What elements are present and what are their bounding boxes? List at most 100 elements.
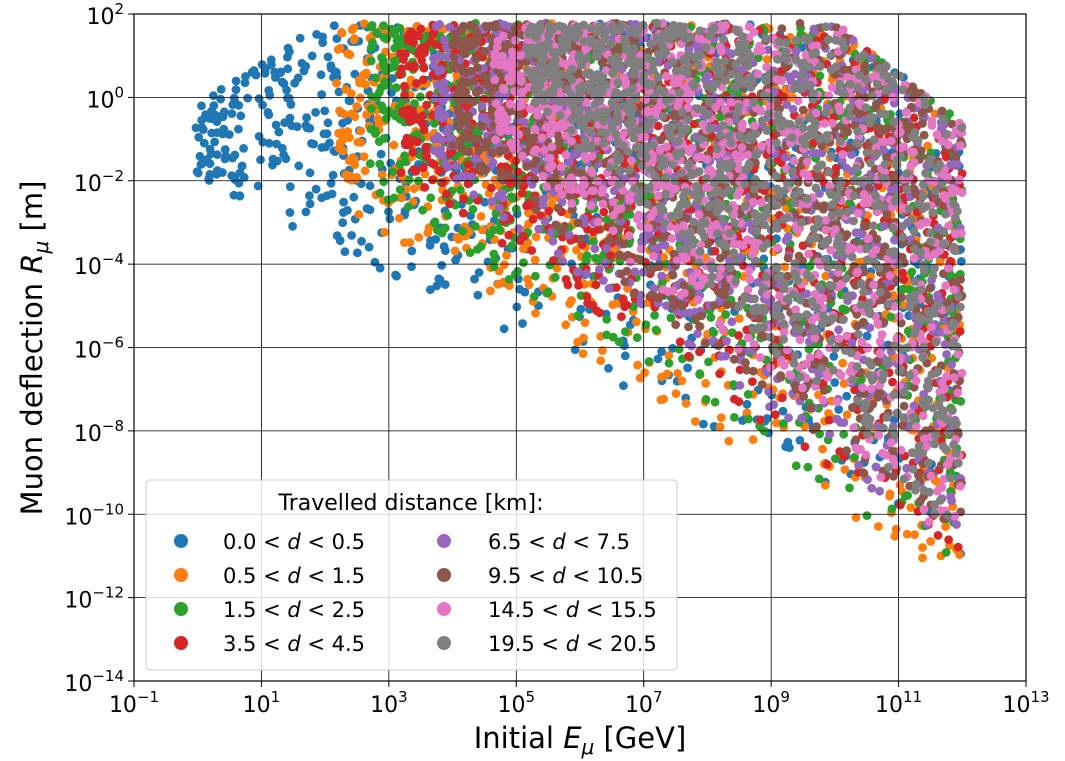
data-point — [668, 302, 678, 312]
data-point — [210, 137, 220, 147]
data-point — [531, 308, 540, 318]
data-point — [564, 230, 574, 240]
data-point — [440, 223, 450, 233]
data-point — [349, 23, 359, 33]
data-point — [239, 144, 249, 153]
data-point — [307, 139, 316, 148]
data-point — [372, 28, 381, 37]
data-point — [283, 64, 293, 74]
data-point — [804, 344, 814, 354]
data-point — [668, 344, 677, 353]
data-point — [486, 286, 495, 296]
data-point — [825, 429, 835, 439]
data-point — [264, 138, 274, 148]
data-point — [366, 43, 376, 53]
data-point — [504, 230, 514, 240]
data-point — [418, 205, 428, 215]
data-point — [800, 442, 810, 452]
data-point — [632, 333, 642, 343]
data-point — [431, 22, 441, 31]
data-point — [337, 28, 347, 38]
data-point — [602, 330, 611, 340]
data-point — [865, 323, 875, 333]
data-point — [788, 104, 798, 114]
data-point — [194, 132, 204, 142]
data-point — [867, 483, 877, 493]
data-point — [842, 391, 852, 401]
data-point — [952, 520, 961, 529]
data-point — [288, 221, 297, 231]
data-point — [715, 369, 724, 379]
data-point — [230, 97, 240, 107]
data-point — [418, 75, 428, 85]
data-point — [374, 119, 384, 129]
data-point — [934, 197, 943, 207]
data-point — [818, 444, 827, 454]
data-point — [465, 248, 475, 257]
data-point — [354, 210, 364, 219]
data-point — [815, 429, 824, 439]
data-point — [899, 284, 909, 294]
data-point — [802, 289, 812, 299]
data-point — [790, 69, 800, 79]
data-point — [209, 101, 219, 110]
data-point — [640, 368, 650, 378]
data-point — [515, 284, 525, 294]
data-point — [854, 460, 863, 470]
data-point — [452, 232, 462, 242]
data-point — [547, 199, 557, 209]
data-point — [519, 231, 528, 241]
data-point — [438, 114, 447, 123]
data-point — [791, 461, 801, 471]
data-point — [876, 281, 886, 290]
data-point — [715, 112, 725, 122]
data-point — [902, 529, 912, 539]
data-point — [862, 331, 872, 341]
data-point — [602, 315, 612, 324]
data-point — [520, 118, 530, 127]
data-point — [376, 83, 386, 92]
data-point — [501, 162, 511, 172]
data-point — [638, 267, 648, 277]
data-point — [842, 410, 852, 420]
data-point — [953, 312, 963, 322]
data-point — [614, 236, 624, 246]
data-point — [209, 109, 219, 119]
data-point — [783, 232, 793, 241]
data-point — [918, 119, 927, 128]
data-point — [231, 85, 241, 94]
data-point — [770, 410, 780, 420]
data-point — [240, 78, 250, 88]
data-point — [429, 53, 438, 63]
data-point — [906, 503, 916, 512]
data-point — [276, 67, 286, 77]
data-point — [660, 240, 670, 250]
data-point — [487, 197, 497, 206]
data-point — [330, 67, 340, 77]
data-point — [909, 113, 919, 123]
data-point — [674, 344, 684, 354]
data-point — [523, 274, 532, 284]
data-point — [438, 86, 448, 96]
data-point — [863, 475, 872, 484]
data-point — [850, 452, 860, 462]
data-point — [344, 96, 354, 105]
data-point — [302, 123, 312, 133]
data-point — [375, 263, 385, 273]
data-point — [819, 40, 828, 50]
data-point — [630, 267, 640, 277]
data-point — [809, 24, 819, 34]
data-point — [779, 419, 788, 428]
data-point — [394, 213, 404, 223]
data-point — [937, 106, 947, 116]
data-point — [311, 108, 320, 117]
data-point — [305, 199, 315, 209]
data-point — [445, 22, 455, 32]
data-point — [191, 123, 201, 133]
data-point — [690, 417, 700, 426]
data-point — [416, 43, 426, 53]
data-point — [677, 376, 687, 386]
data-point — [247, 68, 257, 77]
data-point — [772, 418, 781, 428]
